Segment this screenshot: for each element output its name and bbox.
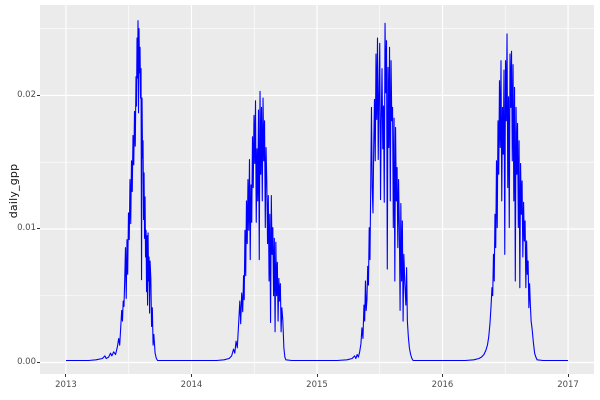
x-tick-mark: [190, 374, 192, 377]
plot-canvas: [40, 5, 594, 374]
x-tick-mark: [65, 374, 67, 377]
y-tick-label: 0.00: [17, 357, 36, 367]
x-tick-label: 2014: [180, 380, 203, 390]
x-tick-label: 2016: [431, 380, 454, 390]
y-tick-mark: [37, 228, 40, 230]
y-tick-mark: [37, 94, 40, 96]
x-tick-mark: [442, 374, 443, 377]
x-tick-label: 2015: [306, 380, 328, 390]
series-line-daily_gpp: [65, 20, 569, 362]
x-tick-label: 2017: [557, 380, 579, 390]
y-axis-title: daily_gpp: [7, 163, 20, 219]
y-tick-label: 0.02: [17, 89, 36, 100]
x-tick-mark: [316, 374, 318, 377]
plot-panel: [40, 5, 594, 374]
y-tick-label: 0.01: [17, 223, 36, 234]
y-tick-mark: [37, 362, 40, 363]
x-tick-mark: [567, 374, 569, 377]
x-tick-label: 2013: [55, 380, 77, 390]
